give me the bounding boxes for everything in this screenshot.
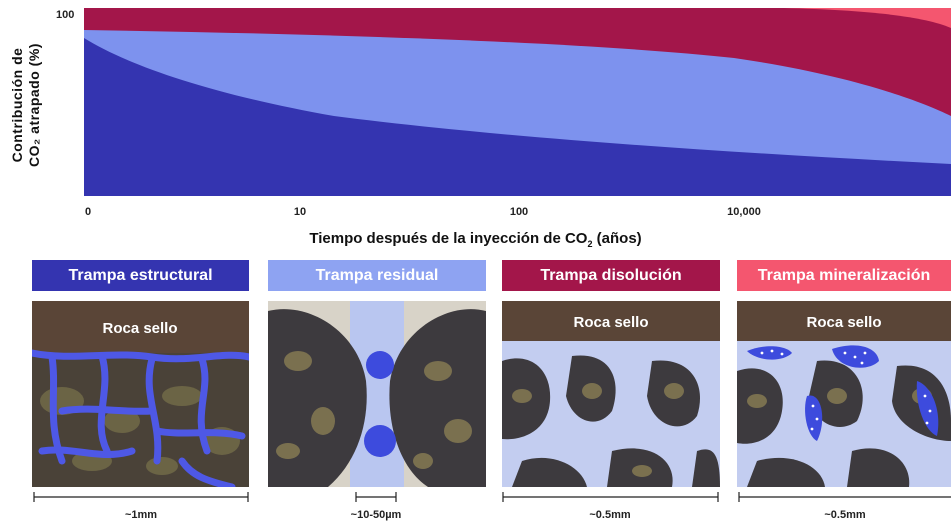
panel-estructural-illustration: Roca sello (32, 301, 249, 487)
x-axis-label: Tiempo después de la inyección de CO2 (a… (0, 230, 951, 249)
panel-mineralizacion-illustration: Roca sello (737, 301, 951, 487)
scale-label-residual: ~10-50µm (351, 509, 402, 521)
panel-header-mineralizacion: Trampa mineralización (737, 260, 951, 291)
panel-title-mineralizacion: Trampa mineralización (758, 267, 931, 284)
y-axis-label: Contribución de CO₂ atrapado (%) (6, 0, 46, 210)
scale-bars (0, 489, 951, 507)
panel-header-estructural: Trampa estructural (32, 260, 249, 291)
x-tick-10000: 10,000 (727, 206, 761, 218)
panel-header-residual: Trampa residual (268, 260, 486, 291)
scale-bar-estructural (34, 492, 248, 502)
panel-disolucion-rock-label: Roca sello (573, 314, 648, 331)
stacked-area-chart (84, 8, 951, 196)
panel-residual (268, 301, 486, 487)
scale-label-mineralizacion: ~0.5mm (824, 509, 865, 521)
panel-estructural-rock-label: Roca sello (102, 320, 177, 337)
scale-bar-residual (356, 492, 396, 502)
panel-disolucion-illustration: Roca sello (502, 301, 720, 487)
panel-title-residual: Trampa residual (316, 267, 439, 284)
panel-estructural: Roca sello (32, 301, 249, 487)
y-tick-100: 100 (56, 9, 74, 21)
panel-title-disolucion: Trampa disolución (540, 267, 681, 284)
panel-title-estructural: Trampa estructural (68, 267, 212, 284)
x-tick-100: 100 (510, 206, 528, 218)
panel-mineralizacion: Roca sello (737, 301, 951, 487)
x-axis-label-text: Tiempo después de la inyección de CO (309, 230, 587, 247)
scale-label-disolucion: ~0.5mm (589, 509, 630, 521)
scale-bar-mineralizacion (739, 492, 951, 502)
scale-bar-disolucion (503, 492, 718, 502)
y-axis-label-line2: CO₂ atrapado (%) (26, 43, 43, 167)
panel-header-disolucion: Trampa disolución (502, 260, 720, 291)
x-tick-10: 10 (294, 206, 306, 218)
x-axis-label-unit: (años) (592, 230, 641, 247)
scale-label-estructural: ~1mm (125, 509, 157, 521)
panel-residual-illustration (268, 301, 486, 487)
panel-mineralizacion-rock-label: Roca sello (806, 314, 881, 331)
panel-disolucion: Roca sello (502, 301, 720, 487)
y-axis-label-line1: Contribución de (9, 43, 26, 167)
x-tick-0: 0 (85, 206, 91, 218)
